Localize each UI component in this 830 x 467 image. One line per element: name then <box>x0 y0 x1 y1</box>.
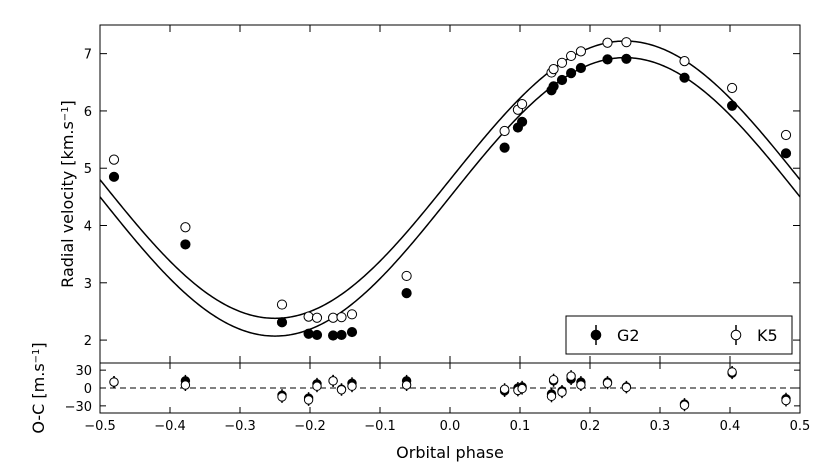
oc-point-k5 <box>548 374 559 385</box>
oc-xtick-label: −0.5 <box>84 419 116 434</box>
rv-ytick-label: 5 <box>84 162 92 177</box>
oc-x-ticks: −0.5 −0.4 −0.3 −0.2 −0.1 0.0 0.1 0.2 0.3 0.4 0.5 <box>84 363 810 434</box>
rv-point-k5 <box>621 37 632 48</box>
oc-y-axis-label: O-C [m.s−1] <box>29 342 48 433</box>
oc-point-k5 <box>576 380 586 390</box>
rv-ytick-label: 3 <box>84 277 92 292</box>
oc-point-k5 <box>679 400 690 410</box>
oc-point-k5 <box>401 380 412 390</box>
rv-point-g2 <box>108 171 120 182</box>
rv-point-k5 <box>566 50 577 62</box>
rv-ytick-label: 7 <box>84 48 92 63</box>
oc-xtick-label: 0.0 <box>440 419 461 434</box>
rv-point-g2 <box>336 329 347 341</box>
rv-point-k5 <box>499 125 510 137</box>
rv-panel: 2 3 4 5 6 7 Radial velocity [km.s−1] G2 K5 <box>58 24 801 364</box>
oc-point-k5 <box>180 380 191 390</box>
rv-point-g2 <box>311 329 323 341</box>
rv-point-g2 <box>517 116 528 127</box>
oc-xtick-label: −0.1 <box>364 419 396 434</box>
oc-xtick-label: −0.3 <box>224 419 256 434</box>
oc-point-k5 <box>557 387 567 397</box>
oc-data-points <box>109 365 791 412</box>
rv-point-g2 <box>276 317 288 328</box>
legend: G2 K5 <box>565 315 793 355</box>
legend-box <box>565 315 793 355</box>
rv-point-k5 <box>108 154 120 165</box>
rv-point-k5 <box>575 46 587 57</box>
oc-point-k5 <box>566 371 576 381</box>
oc-point-k5 <box>328 376 338 386</box>
oc-point-k5 <box>621 382 632 393</box>
rv-point-g2 <box>566 68 577 79</box>
rv-point-g2 <box>780 148 792 159</box>
oc-point-k5 <box>517 383 527 394</box>
rv-point-k5 <box>328 312 339 323</box>
rv-point-k5 <box>336 312 347 323</box>
rv-point-k5 <box>346 309 358 320</box>
oc-xtick-label: 0.3 <box>650 419 671 434</box>
rv-point-g2 <box>401 288 412 299</box>
oc-xtick-label: 0.2 <box>580 419 601 434</box>
legend-label-k5: K5 <box>757 326 778 345</box>
rv-ytick-label: 2 <box>84 334 92 349</box>
rv-point-g2 <box>303 328 314 339</box>
oc-xtick-label: −0.2 <box>294 419 326 434</box>
oc-point-k5 <box>277 392 287 402</box>
oc-ytick-label: −30 <box>65 400 92 415</box>
legend-marker-g2 <box>590 325 602 345</box>
oc-point-k5 <box>336 385 347 395</box>
oc-ytick-label: 30 <box>75 364 92 379</box>
oc-ytick-label: 0 <box>84 382 92 397</box>
rv-point-g2 <box>679 72 690 83</box>
oc-point-k5 <box>499 384 510 394</box>
rv-point-g2 <box>499 142 510 153</box>
oc-point-k5 <box>546 391 557 402</box>
oc-point-k5 <box>727 367 737 377</box>
oc-panel: 30 0 −30 −0.5 −0.4 −0.3 −0.2 −0.1 0.0 0.1 0.2 0.3 0… <box>29 342 810 462</box>
oc-point-k5 <box>303 395 314 405</box>
rv-point-k5 <box>780 129 792 141</box>
rv-plot-area <box>100 25 800 363</box>
rv-data-points <box>108 37 792 341</box>
rv-point-g2 <box>621 53 632 64</box>
rv-point-g2 <box>556 74 568 86</box>
rv-point-k5 <box>180 222 191 233</box>
oc-point-k5 <box>347 381 357 391</box>
oc-xtick-label: 0.1 <box>510 419 531 434</box>
legend-marker-k5 <box>730 325 742 345</box>
rv-point-k5 <box>602 37 613 48</box>
rv-point-k5 <box>548 64 559 75</box>
rv-point-k5 <box>311 312 323 323</box>
rv-point-g2 <box>575 62 587 74</box>
oc-axes-frame <box>99 362 801 414</box>
oc-point-k5 <box>781 395 791 406</box>
rv-y-axis-label: Radial velocity [km.s−1] <box>58 100 77 288</box>
oc-y-ticks: 30 0 −30 <box>65 364 800 415</box>
rv-point-g2 <box>602 54 613 65</box>
rv-point-g2 <box>548 81 559 92</box>
x-axis-label: Orbital phase <box>396 443 504 462</box>
oc-point-k5 <box>312 381 322 391</box>
rv-point-k5 <box>517 98 528 110</box>
rv-point-k5 <box>727 82 738 94</box>
rv-ytick-label: 6 <box>84 105 92 120</box>
rv-point-k5 <box>276 299 288 310</box>
oc-xtick-label: −0.4 <box>154 419 186 434</box>
oc-point-k5 <box>109 377 119 387</box>
rv-point-k5 <box>303 311 314 322</box>
rv-point-g2 <box>346 326 358 338</box>
rv-point-g2 <box>727 100 738 111</box>
rv-ytick-label: 4 <box>84 220 92 235</box>
legend-label-g2: G2 <box>617 326 640 345</box>
oc-xtick-label: 0.4 <box>720 419 741 434</box>
oc-xtick-label: 0.5 <box>790 419 811 434</box>
rv-point-k5 <box>679 55 690 67</box>
rv-point-g2 <box>180 239 191 250</box>
rv-point-g2 <box>328 330 339 341</box>
rv-point-k5 <box>556 57 568 68</box>
oc-point-k5 <box>602 378 613 388</box>
rv-point-k5 <box>401 270 412 282</box>
